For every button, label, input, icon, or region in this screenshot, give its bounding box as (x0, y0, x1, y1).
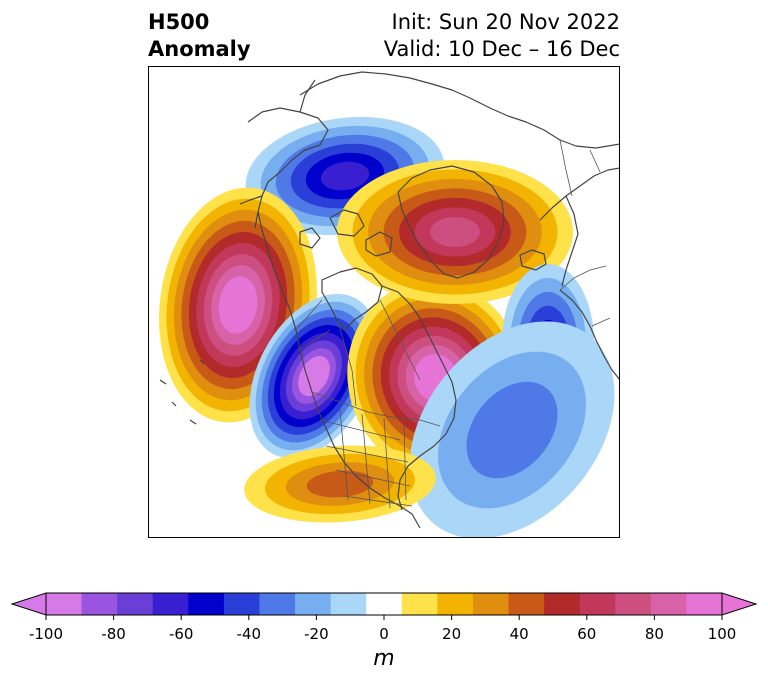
colorbar-bin-13 (508, 593, 545, 615)
title-field: H500 (148, 10, 210, 34)
map-frame (148, 66, 620, 538)
colorbar-tick-label: -40 (236, 625, 262, 643)
colorbar-bin-15 (579, 593, 616, 615)
colorbar-tick-label: -80 (101, 625, 126, 643)
us-state-lines (319, 409, 413, 509)
colorbar-unit: m (373, 646, 395, 671)
eurasia-borders (559, 139, 611, 327)
northeast-pacific-ridge-contour-9 (226, 287, 250, 323)
north-america-west-coast (257, 211, 421, 529)
colorbar-tick-label: 80 (644, 625, 664, 643)
colorbar-tick-label: 60 (577, 625, 597, 643)
canadian-arctic-trough-contour-5 (320, 161, 370, 191)
colorbar-tick-label: -60 (168, 625, 194, 643)
valid-range: Valid: 10 Dec – 16 Dec (383, 37, 620, 61)
colorbar (10, 592, 758, 620)
colorbar-tick-label: 40 (509, 625, 529, 643)
siberia-coast (299, 71, 620, 149)
colorbar-bin-11 (437, 593, 474, 615)
title-left: H500 Anomaly (148, 9, 251, 63)
title-type: Anomaly (148, 37, 251, 61)
map-area (148, 66, 620, 538)
western-north-america-trough (249, 293, 379, 459)
colorbar-bin-17 (650, 593, 687, 615)
greenland-coast (397, 165, 505, 279)
init-date: Init: Sun 20 Nov 2022 (391, 10, 620, 34)
colorbar-bin-10 (401, 593, 438, 615)
colorbar-tick-label: 0 (379, 625, 389, 643)
colorbar-bin-14 (544, 593, 581, 615)
scandinavian-ridge (337, 160, 573, 304)
alaska-coast (239, 79, 329, 229)
title-right: Init: Sun 20 Nov 2022 Valid: 10 Dec – 16… (384, 9, 620, 63)
colorbar-extend-low (10, 592, 47, 616)
colorbar-bin-3 (152, 593, 189, 615)
scandinavian-ridge-contour-6 (430, 216, 480, 248)
colorbar-tick-label: 20 (442, 625, 462, 643)
us-canada-border (311, 391, 441, 427)
hudson-bay (321, 267, 383, 331)
colorbar-extend-high (721, 592, 758, 616)
colorbar-bin-2 (117, 593, 154, 615)
colorbar-bin-1 (81, 593, 118, 615)
arctic-islands (299, 209, 393, 257)
state-borders (295, 139, 611, 509)
colorbar-bin-12 (472, 593, 510, 615)
colorbar-bin-6 (259, 593, 296, 615)
colorbar-bin-18 (686, 593, 723, 615)
anomaly-fields (159, 116, 615, 538)
north-atlantic-trough (409, 321, 615, 538)
pacific-islands (159, 359, 205, 425)
colorbar-tick-label: -100 (28, 625, 64, 643)
colorbar-bin-0 (46, 593, 83, 615)
colorbar-tick-label: -20 (304, 625, 329, 643)
colorbar-bin-8 (330, 593, 367, 615)
colorbar-bin-9 (366, 593, 403, 615)
europe-coast (539, 167, 620, 381)
canada-province-lines (295, 299, 421, 407)
colorbar-bin-16 (615, 593, 652, 615)
north-atlantic-trough-contour-2 (466, 381, 558, 479)
colorbar-bin-4 (188, 593, 225, 615)
colorbar-tick-label: 100 (707, 625, 737, 643)
colorbar-bin-5 (223, 593, 260, 615)
iceland (519, 249, 547, 271)
colorbar-bin-7 (295, 593, 332, 615)
